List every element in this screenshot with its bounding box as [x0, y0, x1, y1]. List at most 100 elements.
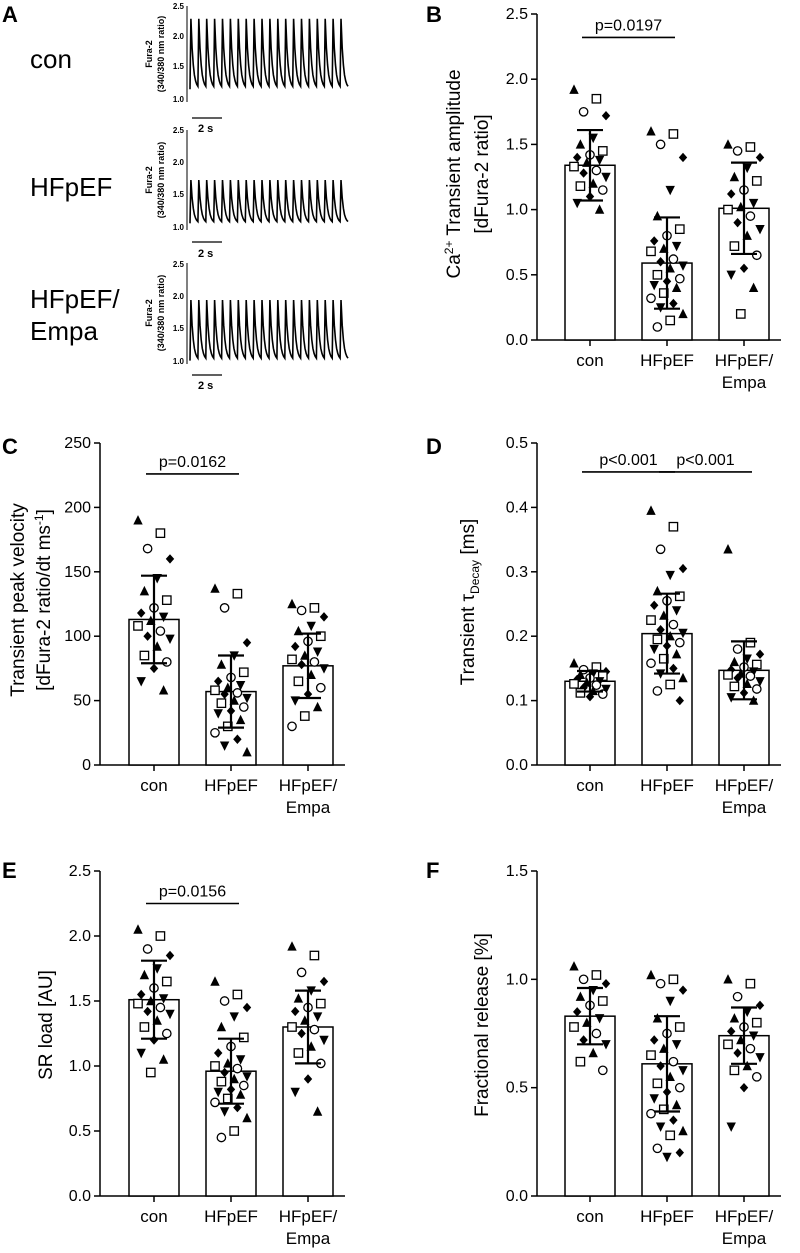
data-point-square — [210, 685, 220, 696]
plot-area: 0.0 0.5 1.0 1.5 2.0 2.5 con HFpEF HFpEF/Empa p=0.… — [506, 6, 781, 392]
data-point-triangle-down — [726, 1122, 736, 1132]
data-point-square — [597, 146, 608, 156]
data-point-triangle-down — [748, 1031, 759, 1041]
data-point-diamond — [585, 692, 595, 702]
data-point-square — [646, 615, 656, 625]
data-point-square — [569, 161, 579, 172]
panel-f: F Fractional release [%] 0.0 0.5 1.0 1.5 con… — [426, 858, 781, 1248]
data-point-circle — [745, 1043, 756, 1054]
data-point-triangle — [729, 171, 740, 182]
y-tick-label: 0.5 — [506, 435, 528, 452]
data-point-triangle-down — [213, 1087, 223, 1098]
y-tick-label: 200 — [64, 499, 91, 516]
data-point-circle — [296, 605, 307, 616]
data-point-triangle-down — [235, 1055, 246, 1065]
data-point-circle — [238, 1080, 249, 1091]
data-point-triangle-down — [242, 1072, 252, 1082]
data-point-diamond — [656, 257, 665, 267]
data-point-triangle — [729, 1013, 740, 1023]
data-point-triangle — [210, 976, 220, 986]
x-category-label: con — [140, 776, 167, 795]
data-point-diamond — [755, 1000, 765, 1011]
plot-area: 0.0 0.1 0.2 0.3 0.4 0.5 con HFpEF HFpEF/Empa p<0.… — [506, 435, 781, 817]
panel-letter-e: E — [2, 858, 17, 883]
data-point-square — [597, 996, 608, 1006]
data-point-square — [674, 1022, 685, 1032]
data-point-diamond — [727, 189, 736, 199]
data-point-triangle-down — [726, 693, 736, 703]
data-point-triangle-down — [165, 1009, 175, 1020]
data-point-square — [238, 1032, 249, 1043]
trace-tick: 1.0 — [173, 357, 185, 366]
data-point-diamond — [149, 663, 159, 674]
data-point-diamond — [727, 664, 736, 675]
panel-a: A con HFpEF HFpEF/ Empa 2.5 2.0 1.5 1.0 … — [2, 2, 349, 392]
trace-tick: 2.5 — [173, 126, 185, 135]
panel-c: C Transient peak velocity [dFura-2 ratio… — [2, 434, 345, 817]
data-point-circle — [674, 1082, 685, 1093]
data-point-circle — [745, 211, 756, 221]
p-value-label: p<0.001 — [599, 452, 657, 469]
trace-hfpef: 2.5 2.0 1.5 1.0 Fura-2 (340/380 nm ratio… — [144, 126, 349, 260]
panel-letter-b: B — [426, 2, 442, 27]
data-point-diamond — [733, 1048, 742, 1058]
data-point-triangle-down — [649, 1094, 659, 1104]
data-point-diamond — [650, 236, 659, 246]
data-point-circle — [287, 721, 297, 732]
data-point-diamond — [601, 978, 611, 989]
p-value-label: p<0.001 — [676, 452, 734, 469]
trace-tick: 1.5 — [173, 324, 185, 333]
data-point-square — [287, 654, 297, 665]
y-axis-label-line1: Ca2+ Transient amplitude — [442, 69, 465, 278]
trace-tick: 2.5 — [173, 2, 185, 11]
data-point-diamond — [297, 1028, 306, 1039]
data-point-triangle-down — [748, 198, 759, 209]
data-point-triangle — [133, 924, 143, 934]
data-point-triangle — [723, 974, 733, 984]
data-point-triangle-down — [306, 621, 316, 632]
x-category-label: HFpEF/ — [279, 1207, 338, 1226]
y-tick-label: 1.0 — [69, 1058, 91, 1075]
trace-ylabel-line2: (340/380 nm ratio) — [156, 275, 166, 352]
x-category-label: HFpEF/ — [715, 776, 774, 795]
trace-tick: 2.0 — [173, 32, 185, 41]
data-point-square — [299, 711, 310, 721]
data-point-circle — [655, 544, 666, 555]
data-point-diamond — [214, 676, 223, 686]
data-point-circle — [591, 1028, 602, 1039]
data-point-diamond — [137, 989, 146, 1000]
data-point-diamond — [242, 1002, 252, 1013]
data-point-square — [139, 1022, 150, 1032]
data-point-square — [729, 1065, 740, 1076]
data-point-circle — [732, 991, 743, 1002]
data-point-triangle — [569, 84, 579, 94]
panel-letter-d: D — [426, 434, 442, 459]
data-point-circle — [591, 680, 602, 690]
data-point-circle — [296, 967, 307, 978]
y-axis-label: SR load [AU] — [36, 970, 57, 1080]
data-point-triangle — [588, 1047, 598, 1058]
data-point-circle — [315, 682, 326, 693]
data-point-triangle-down — [594, 155, 605, 166]
data-point-circle — [655, 978, 666, 989]
data-point-triangle — [139, 969, 150, 980]
panel-letter-f: F — [426, 858, 439, 883]
data-point-triangle — [748, 282, 759, 293]
y-tick-label: 50 — [73, 693, 91, 710]
data-point-diamond — [656, 1061, 665, 1071]
data-point-triangle — [312, 701, 323, 712]
trace-line — [189, 18, 349, 90]
data-point-circle — [732, 644, 743, 654]
y-tick-label: 100 — [64, 628, 91, 645]
data-point-triangle-down — [665, 185, 675, 196]
trace-tick: 2.0 — [173, 292, 185, 301]
data-point-triangle-down — [665, 996, 675, 1007]
p-value-label: p=0.0162 — [159, 454, 226, 471]
data-point-circle — [751, 250, 762, 261]
data-point-circle — [155, 626, 166, 636]
y-tick-label: 2.5 — [69, 863, 91, 880]
data-point-triangle-down — [158, 612, 169, 623]
data-point-square — [575, 1056, 586, 1067]
x-category-label-line2: Empa — [722, 1229, 767, 1248]
data-point-triangle-down — [319, 664, 329, 674]
